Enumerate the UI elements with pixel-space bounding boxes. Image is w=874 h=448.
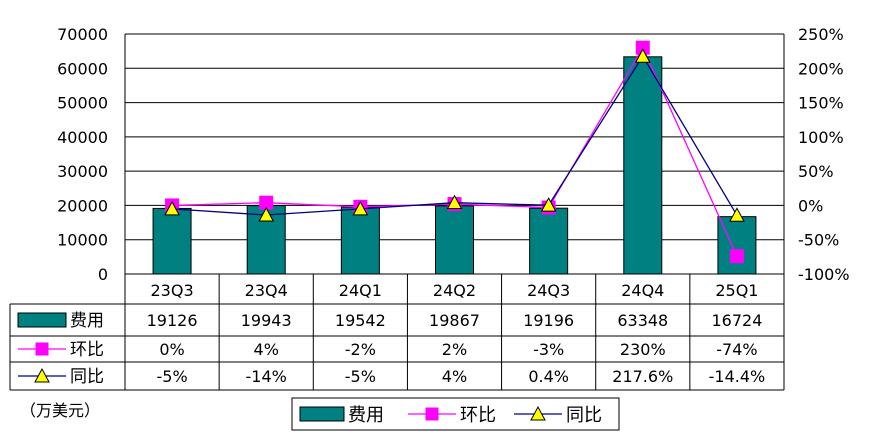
table-cell: 16724 <box>711 311 762 330</box>
table-cell: 4% <box>254 340 279 359</box>
table-cell: 19126 <box>147 311 198 330</box>
category-label-23Q3: 23Q3 <box>151 281 194 300</box>
left-axis-tick-label: 60000 <box>57 59 108 78</box>
category-label-25Q1: 25Q1 <box>715 281 758 300</box>
gridlines <box>125 33 784 241</box>
table-cell: -74% <box>716 340 757 359</box>
marker-同比-24Q2 <box>446 194 463 210</box>
left-axis-tick-label: 70000 <box>57 25 108 44</box>
table-cell: -3% <box>533 340 564 359</box>
table-cell: 19867 <box>429 311 480 330</box>
table-cell: -5% <box>156 367 187 386</box>
marker-同比-24Q3 <box>540 197 557 212</box>
left-axis-tick-label: 0 <box>98 265 108 284</box>
category-label-24Q4: 24Q4 <box>621 281 664 300</box>
category-label-24Q1: 24Q1 <box>339 281 382 300</box>
table-cell: 19542 <box>335 311 386 330</box>
axes: 0 10000 20000 30000 40000 50000 60000 70000 -100… <box>57 25 849 284</box>
table-cell: 217.6% <box>612 367 673 386</box>
bars <box>152 56 757 275</box>
marker-同比-23Q3 <box>164 200 180 216</box>
marker-同比-24Q1 <box>352 200 369 216</box>
table-cell: -14.4% <box>709 367 766 386</box>
table-key-bar <box>17 312 67 328</box>
table-row-header: 环比 <box>70 340 104 360</box>
marker-环比-25Q1 <box>729 249 744 264</box>
table-key-triangle <box>34 367 50 383</box>
left-axis-tick-label: 30000 <box>57 162 108 181</box>
table-cell: 2% <box>442 340 467 359</box>
category-label-23Q4: 23Q4 <box>245 281 288 300</box>
legend-label-1: 费用 <box>348 405 384 426</box>
right-axis-tick-label: 200% <box>798 59 844 78</box>
table-cell: 4% <box>442 367 467 386</box>
left-axis-tick-label: 10000 <box>57 231 108 250</box>
legend: 费用 环比 同比 <box>291 397 620 431</box>
bar-24Q3 <box>529 207 569 275</box>
table-row-header: 同比 <box>70 367 104 387</box>
table-cell: 19196 <box>523 311 574 330</box>
table-cell: 19943 <box>241 311 292 330</box>
table-cell: 0.4% <box>528 367 569 386</box>
table-cell: 63348 <box>617 311 668 330</box>
right-axis-tick-label: 150% <box>798 94 844 113</box>
table-key-square <box>35 342 49 356</box>
legend-key-triangle <box>530 405 546 421</box>
table-cell: 0% <box>159 340 184 359</box>
right-axis-tick-label: 0% <box>798 196 823 215</box>
category-label-24Q2: 24Q2 <box>433 281 476 300</box>
table-cell: 230% <box>620 340 666 359</box>
left-axis-tick-label: 40000 <box>57 128 108 147</box>
left-axis-tick-label: 50000 <box>57 94 108 113</box>
bar-25Q1 <box>717 216 757 275</box>
marker-同比-25Q1 <box>729 207 745 222</box>
category-label-24Q3: 24Q3 <box>527 281 570 300</box>
table-cell: -14% <box>246 367 287 386</box>
marker-同比-23Q4 <box>258 206 275 222</box>
table-cell: -2% <box>345 340 376 359</box>
legend-key-bar <box>299 406 345 422</box>
right-axis-tick-label: 100% <box>798 128 844 147</box>
bar-24Q2 <box>435 205 474 275</box>
bar-24Q4 <box>623 56 663 275</box>
lines <box>164 40 745 264</box>
unit-label: （万美元） <box>20 401 100 420</box>
table-cell: -5% <box>345 367 376 386</box>
right-axis-tick-label: 250% <box>798 25 844 44</box>
data-table: 23Q3 23Q4 24Q1 24Q2 24Q3 24Q4 25Q1 费用 19126 19943… <box>9 274 785 420</box>
legend-key-square <box>425 407 439 421</box>
marker-同比-24Q4 <box>634 48 651 63</box>
right-axis-tick-label: -100% <box>798 265 850 284</box>
right-axis-tick-label: -50% <box>798 231 839 250</box>
bar-24Q1 <box>340 206 380 275</box>
left-axis-tick-label: 20000 <box>57 196 108 215</box>
table-row-header: 费用 <box>70 311 104 331</box>
legend-label-2: 环比 <box>460 405 496 426</box>
legend-label-3: 同比 <box>566 405 602 426</box>
right-axis-tick-label: 50% <box>798 162 834 181</box>
bar-23Q3 <box>152 207 192 275</box>
